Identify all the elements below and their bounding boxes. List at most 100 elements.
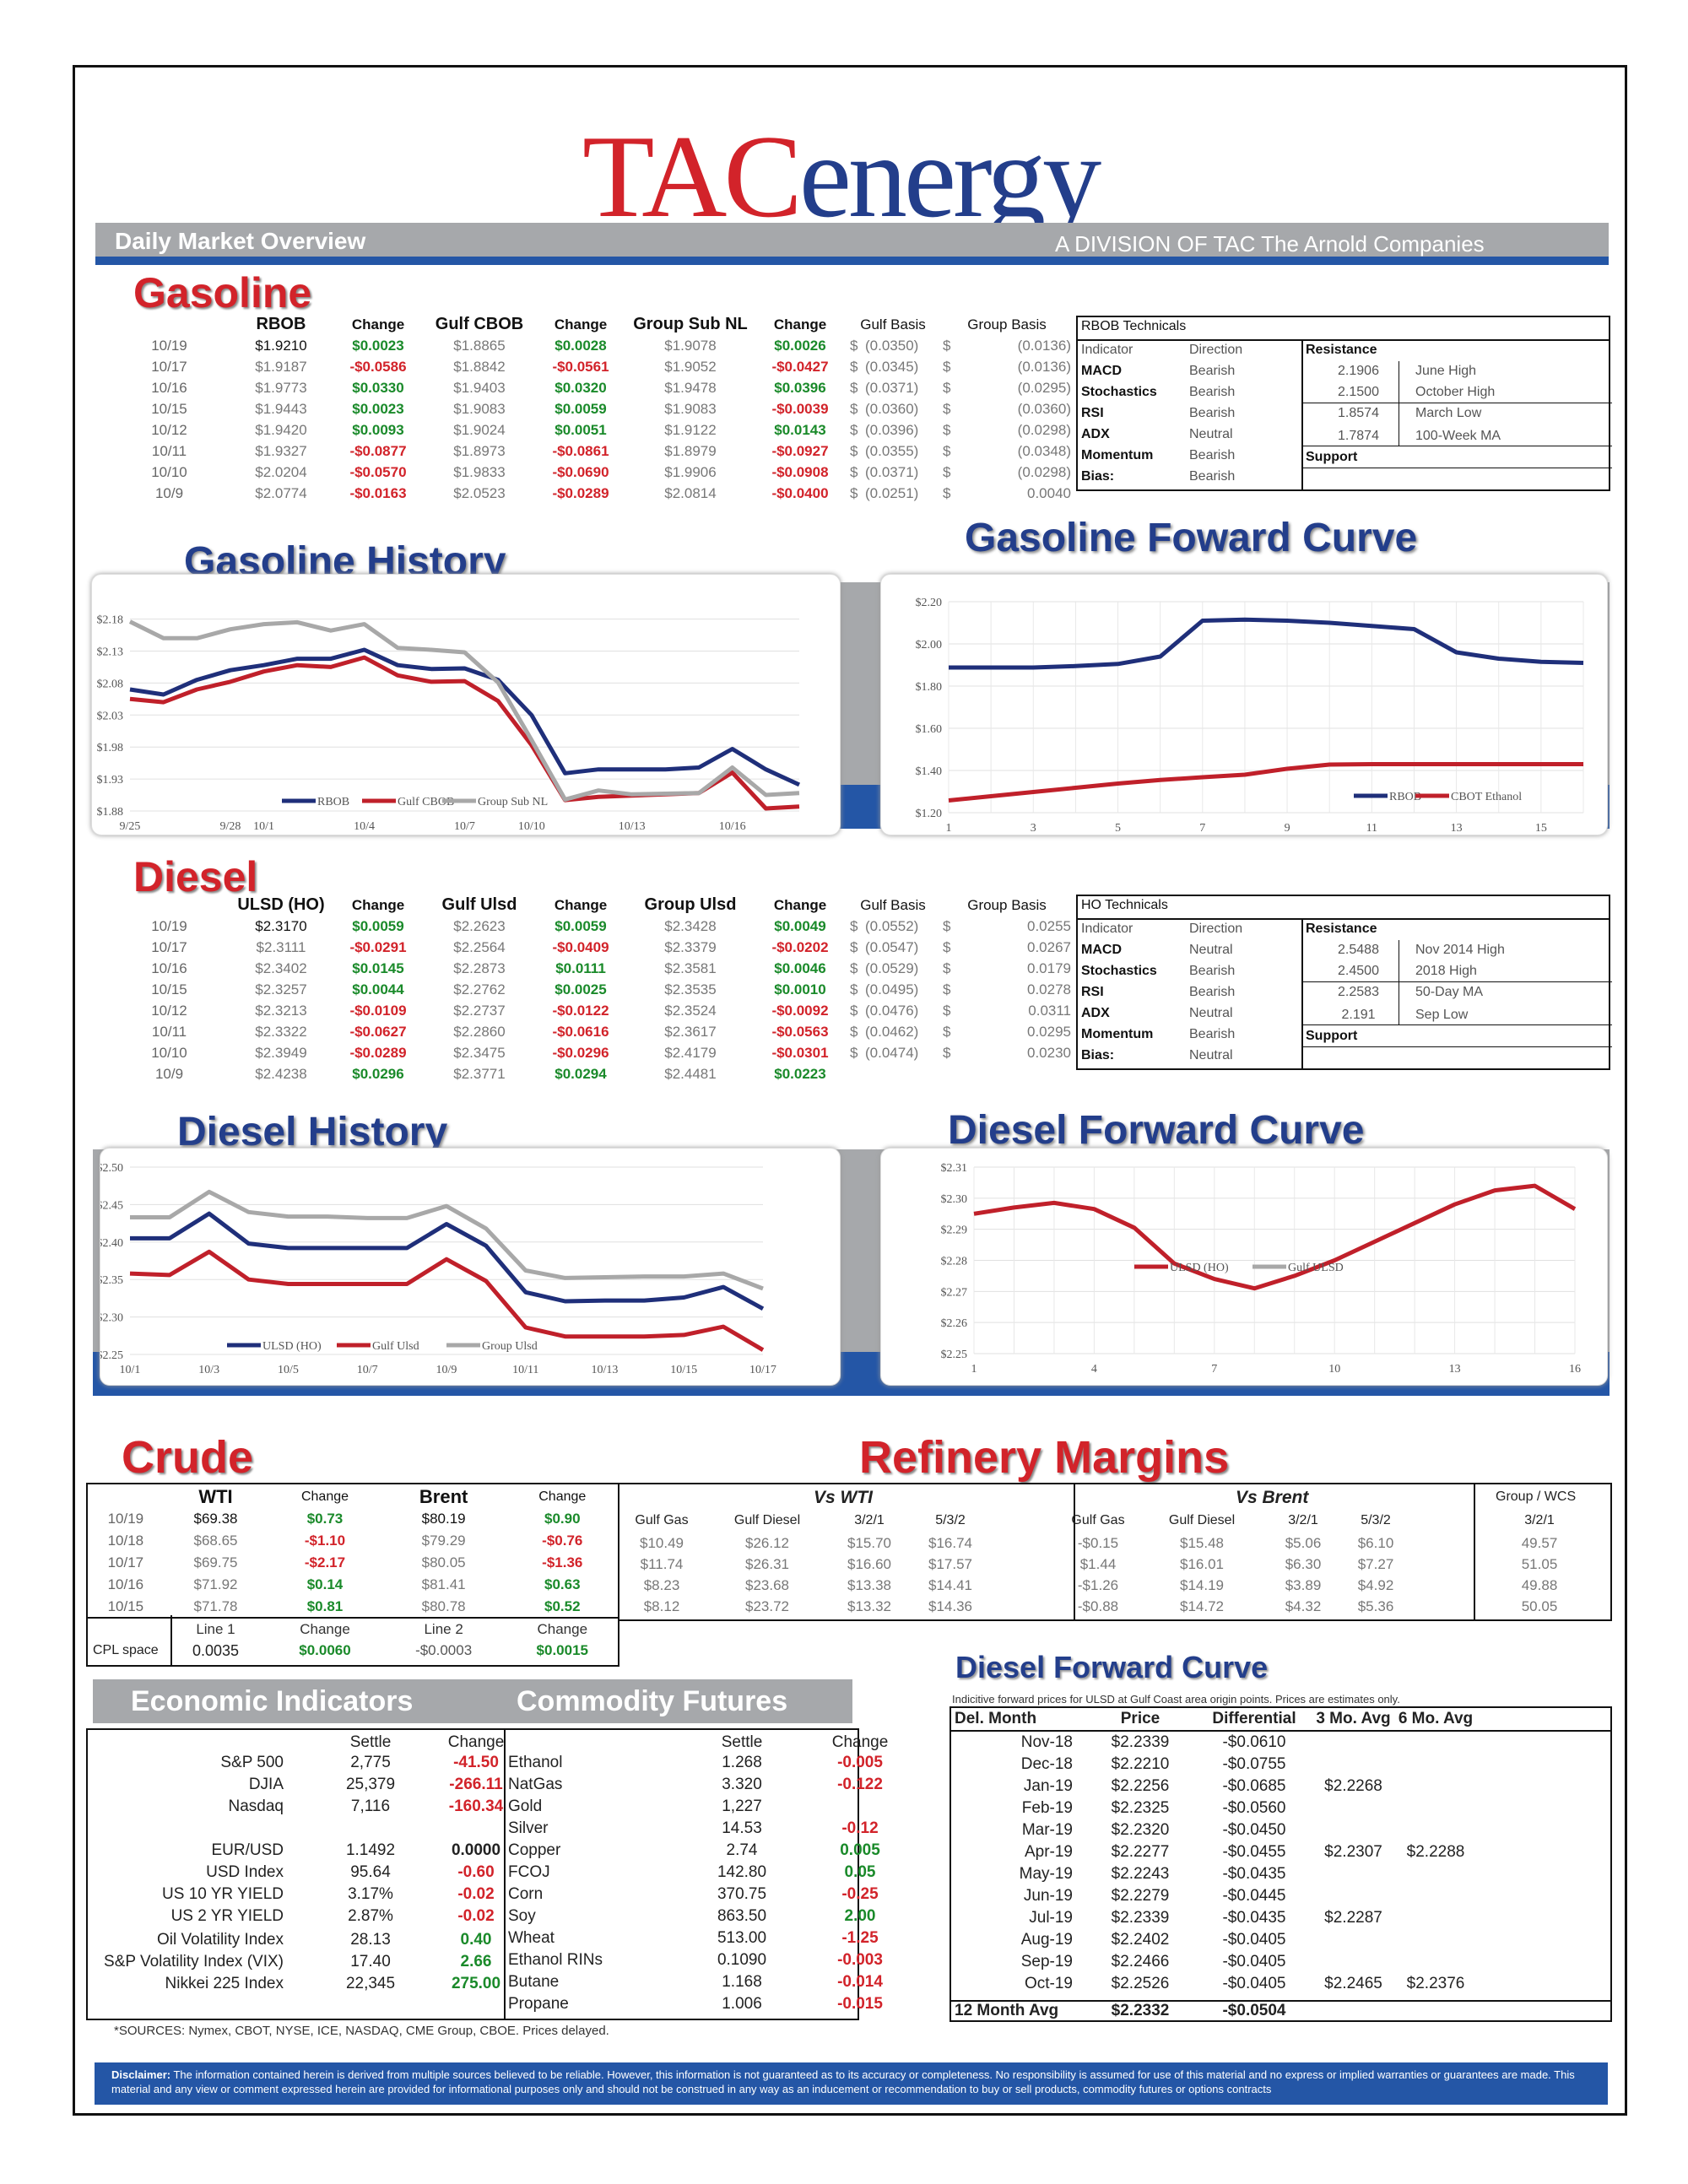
cell: 275.00 (451, 1975, 501, 1992)
margin-cell: $15.70 (847, 1535, 891, 1551)
basis-value: (0.0371) (865, 463, 919, 480)
price-cell: $2.3379 (664, 938, 717, 955)
level-value: 2.4500 (1338, 964, 1379, 978)
margin-cell: $11.74 (640, 1556, 684, 1572)
margin-cell: $26.31 (745, 1556, 789, 1572)
x-tick-label: 10/3 (198, 1364, 219, 1376)
diesel-forward-chart: $2.31 $2.30 $2.29 $2.28 $2.27 $2.26 $2.25 1 4 7 10… (880, 1148, 1608, 1434)
group-basis-cell: $ (0.0360) (943, 400, 1071, 417)
ho-technicals-box: HO Technicals Indicator Direction MACD Neutr… (1076, 895, 1612, 1070)
resistance-label: Resistance (1306, 922, 1377, 936)
margin-cell: $13.38 (847, 1577, 891, 1593)
price-cell: $1.9403 (453, 379, 506, 396)
column-header: Gulf CBOB (435, 315, 524, 333)
date-cell: 10/15 (151, 400, 187, 417)
group-basis-cell: $ (0.0136) (943, 337, 1071, 354)
indicator-direction: Bearish (1189, 385, 1236, 399)
margin-cell: $16.01 (1180, 1556, 1224, 1572)
change-cell: -$0.0427 (771, 358, 829, 375)
price-cell: $1.9024 (453, 421, 506, 438)
gulf-basis-cell: $ (0.0476) (850, 1002, 919, 1019)
column-header: Group Basis (967, 316, 1047, 332)
price-cell: $71.92 (193, 1576, 238, 1592)
table-row: 10/19 $69.38 $0.73 $80.19 $0.90 (88, 1508, 619, 1530)
change-cell: -$1.36 (542, 1554, 583, 1570)
y-tick-label: $2.25 (100, 1349, 123, 1362)
price-cell: $1.9078 (664, 337, 717, 354)
date-cell: 10/11 (151, 1023, 187, 1040)
level-value: 1.8574 (1338, 406, 1379, 420)
cell: Nikkei 225 Index (165, 1975, 284, 1992)
x-tick-label: 10/11 (512, 1364, 538, 1376)
dfc-cell: Del. Month (955, 1710, 1037, 1727)
change-cell: -$0.0289 (349, 1044, 407, 1061)
dfc-cell: $2.2466 (1111, 1953, 1170, 1970)
group-basis-cell: $ (0.0298) (943, 421, 1071, 438)
date-cell: 10/16 (107, 1576, 144, 1592)
basis-value: 0.0230 (1027, 1044, 1071, 1061)
group-basis-cell: $0.0179 (943, 960, 1071, 976)
margin-cell: $6.10 (1357, 1535, 1394, 1551)
price-cell: $2.2564 (453, 938, 506, 955)
dfc-cell: Jan-19 (1023, 1777, 1073, 1795)
cell: 0.1090 (717, 1951, 767, 1969)
column-header: Change (300, 1489, 349, 1504)
price-cell: $2.0204 (255, 463, 307, 480)
series-line-1 (948, 762, 1583, 803)
indicator-direction: Bearish (1189, 964, 1236, 978)
cell: 1.168 (722, 1973, 762, 1991)
group-basis-cell: $ (0.0136) (943, 358, 1071, 375)
price-cell: $1.8979 (664, 442, 717, 459)
divider (504, 1730, 506, 2020)
cell: 2,775 (350, 1754, 391, 1771)
header-row: ULSD (HO) Change Gulf Ulsd Change Group Ulsd… (108, 895, 1074, 916)
change-cell: $0.0049 (774, 917, 826, 934)
legend-label: Group Sub NL (478, 796, 548, 808)
dfc-cell: -$0.0610 (1222, 1733, 1286, 1751)
dfc-cell: $2.2339 (1111, 1733, 1170, 1751)
y-tick-label: $2.25 (941, 1349, 968, 1361)
divider (1301, 339, 1303, 491)
gasoline-history-svg: $2.18 $2.13 $2.08 $2.03 $1.98 $1.93 $1.889/25 9… (97, 614, 801, 833)
margin-cell: $15.48 (1180, 1535, 1224, 1551)
cpl-label: CPL space (93, 1643, 159, 1657)
y-tick-label: $2.00 (916, 639, 943, 651)
page-frame (73, 65, 1627, 2116)
level-value: 2.191 (1341, 1008, 1376, 1022)
margin-cell: -$1.26 (1077, 1577, 1119, 1593)
level-note: 100-Week MA (1415, 429, 1501, 443)
change-cell: $0.0023 (352, 337, 404, 354)
price-cell: $80.05 (421, 1554, 466, 1570)
dfc-cell: Feb-19 (1021, 1799, 1073, 1817)
group-wcs-header: Group / WCS (1496, 1489, 1577, 1504)
margin-cell: $1.44 (1079, 1556, 1117, 1572)
disclaimer-label: Disclaimer: (111, 2068, 171, 2081)
cell: EUR/USD (211, 1841, 284, 1859)
dfc-cell: Nov-18 (1020, 1733, 1073, 1751)
dfc-cell: $2.2243 (1111, 1865, 1170, 1883)
change-cell: -$0.0877 (349, 442, 407, 459)
price-cell: $2.3402 (255, 960, 307, 976)
change-cell: -$0.0289 (552, 484, 609, 501)
y-tick-label: $1.93 (97, 774, 124, 787)
divider (951, 2000, 1610, 2002)
cell: 3.17% (348, 1885, 393, 1903)
x-tick-label: 10/1 (253, 820, 274, 833)
y-tick-label: $2.18 (97, 614, 124, 627)
cell: USD Index (206, 1863, 284, 1881)
divider (951, 1730, 1610, 1732)
margin-cell: $14.36 (928, 1598, 972, 1614)
date-header (108, 895, 230, 916)
price-cell: $1.9052 (664, 358, 717, 375)
price-cell: $1.8865 (453, 337, 506, 354)
table-row: 10/15 $71.78 $0.81 $80.78 $0.52 (88, 1596, 619, 1618)
crude-table: WTI Change Brent Change 10/19 $69.38 $0.73 $80.… (88, 1486, 619, 1662)
cell: 1.006 (722, 1995, 762, 2013)
cell: 863.50 (717, 1907, 767, 1925)
indicator-direction: Neutral (1189, 943, 1233, 957)
change-cell: -$0.0202 (771, 938, 829, 955)
price-cell: $1.8842 (453, 358, 506, 375)
x-tick-label: 10/4 (354, 820, 375, 833)
gasoline-forward-svg: $2.20$2.00$1.80$1.60$1.40$1.201 3 5 7 9 11 13 1… (916, 597, 1584, 835)
dfc-cell: -$0.0450 (1222, 1821, 1286, 1839)
